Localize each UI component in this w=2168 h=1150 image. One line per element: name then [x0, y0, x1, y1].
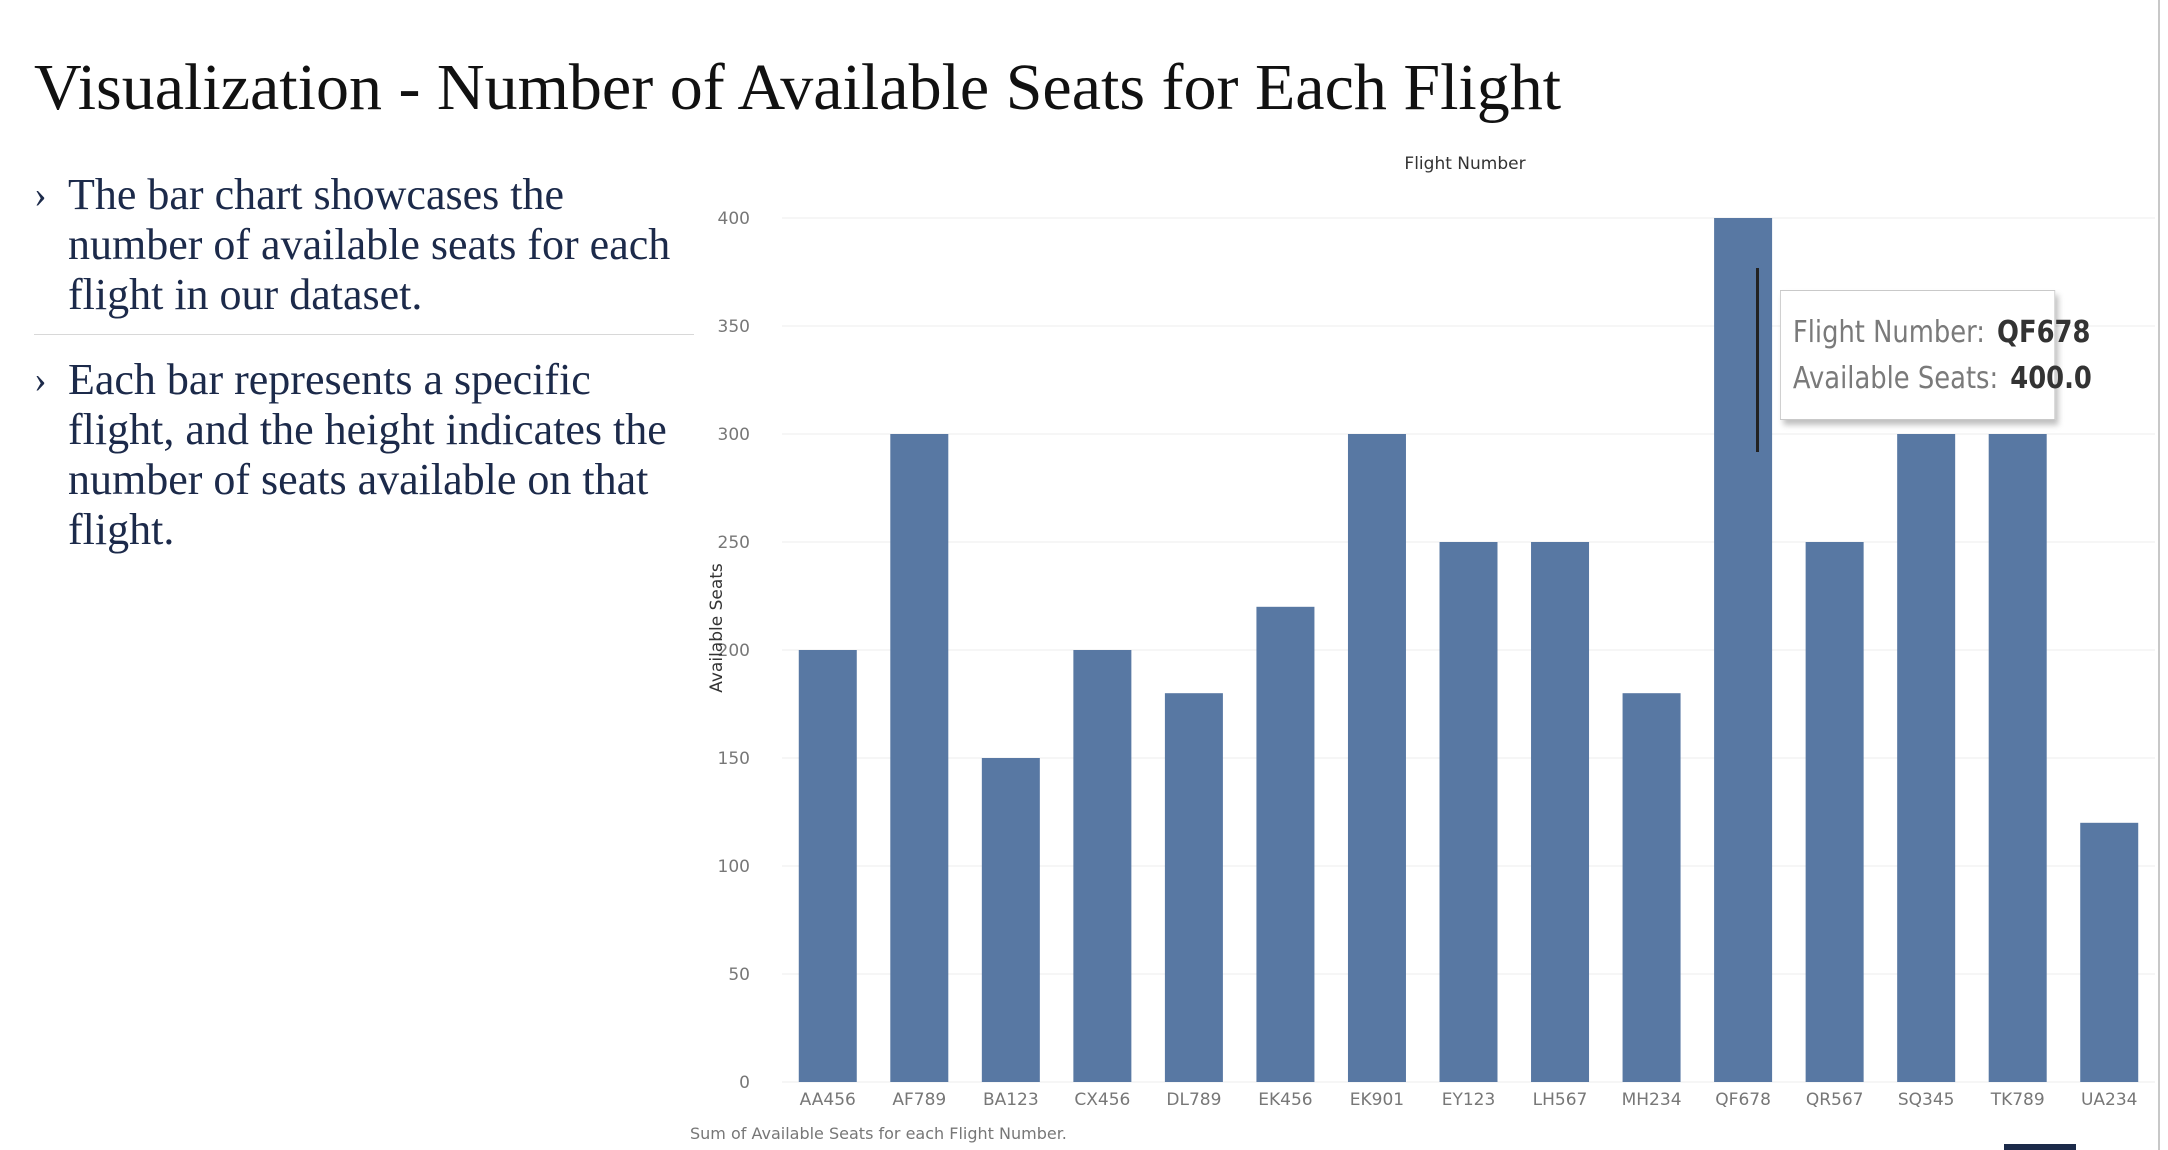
chart-tooltip: Flight Number: QF678 Available Seats: 400.… [1780, 290, 2092, 420]
y-tick-label: 300 [718, 425, 750, 445]
bar [981, 758, 1040, 1082]
x-tick-label: TK789 [1990, 1090, 2045, 1110]
hover-marker [1756, 268, 1759, 452]
bar [1622, 693, 1681, 1082]
y-tick-label: 350 [718, 317, 750, 337]
bar [1347, 434, 1406, 1082]
bullet-marker-icon: › [34, 359, 47, 401]
bar [1164, 693, 1223, 1082]
y-tick-label: 50 [728, 965, 750, 985]
tooltip-row: Available Seats: 400.0 [1793, 361, 2092, 396]
bar [1531, 542, 1590, 1082]
x-tick-label: EK901 [1350, 1090, 1404, 1110]
bar [1256, 606, 1315, 1082]
chart-canvas: 0 50 100 150 200 250 300 350 400 Flight Number Ava… [690, 154, 2155, 1143]
tooltip-label: Flight Number: [1792, 315, 1986, 350]
chart-title: Flight Number [1404, 154, 1525, 174]
corner-mark [2004, 1144, 2076, 1150]
bar [1073, 650, 1132, 1082]
bar [1714, 218, 1773, 1082]
bar [1439, 542, 1498, 1082]
bullet-text: Each bar represents a specific flight, a… [68, 355, 667, 554]
bullet-text: The bar chart showcases the number of av… [68, 170, 671, 319]
x-tick-label: BA123 [983, 1090, 1039, 1110]
y-axis-label: Available Seats [707, 563, 727, 693]
y-tick-label: 250 [718, 533, 750, 553]
bullet-marker-icon: › [34, 174, 47, 216]
bullet-item: › Each bar represents a specific flight,… [34, 355, 694, 555]
x-tick-label: UA234 [2081, 1090, 2138, 1110]
bar [798, 650, 857, 1082]
bar [1988, 434, 2047, 1082]
x-tick-label: LH567 [1533, 1090, 1588, 1110]
bullet-item: › The bar chart showcases the number of … [34, 170, 694, 335]
bar [1805, 542, 1864, 1082]
y-tick-label: 0 [739, 1073, 750, 1093]
tooltip-label: Available Seats: [1792, 361, 1999, 396]
bar [890, 434, 949, 1082]
x-tick-label: MH234 [1622, 1090, 1682, 1110]
bullet-list: › The bar chart showcases the number of … [34, 170, 694, 555]
y-tick-label: 400 [718, 209, 750, 229]
bar-chart: 0 50 100 150 200 250 300 350 400 Flight Number Ava… [680, 140, 2168, 1150]
bar [1897, 434, 1956, 1082]
x-tick-label: DL789 [1166, 1090, 1221, 1110]
bar [2080, 822, 2139, 1082]
y-tick-label: 100 [718, 857, 750, 877]
tooltip-value: QF678 [1997, 315, 2091, 350]
x-tick-label: EK456 [1258, 1090, 1312, 1110]
chart-caption: Sum of Available Seats for each Flight N… [690, 1124, 1067, 1143]
slide-title: Visualization - Number of Available Seat… [34, 51, 1562, 124]
x-tick-label: AA456 [800, 1090, 856, 1110]
x-tick-label: QF678 [1715, 1090, 1771, 1110]
x-tick-label: EY123 [1442, 1090, 1496, 1110]
x-tick-label: AF789 [892, 1090, 946, 1110]
slide-edge-divider [2158, 0, 2160, 1150]
x-tick-label: SQ345 [1898, 1090, 1955, 1110]
y-tick-label: 150 [718, 749, 750, 769]
tooltip-row: Flight Number: QF678 [1793, 315, 2091, 350]
y-tick-label: 200 [718, 641, 750, 661]
x-tick-label: CX456 [1074, 1090, 1130, 1110]
x-tick-label: QR567 [1806, 1090, 1864, 1110]
tooltip-value: 400.0 [2010, 361, 2092, 396]
